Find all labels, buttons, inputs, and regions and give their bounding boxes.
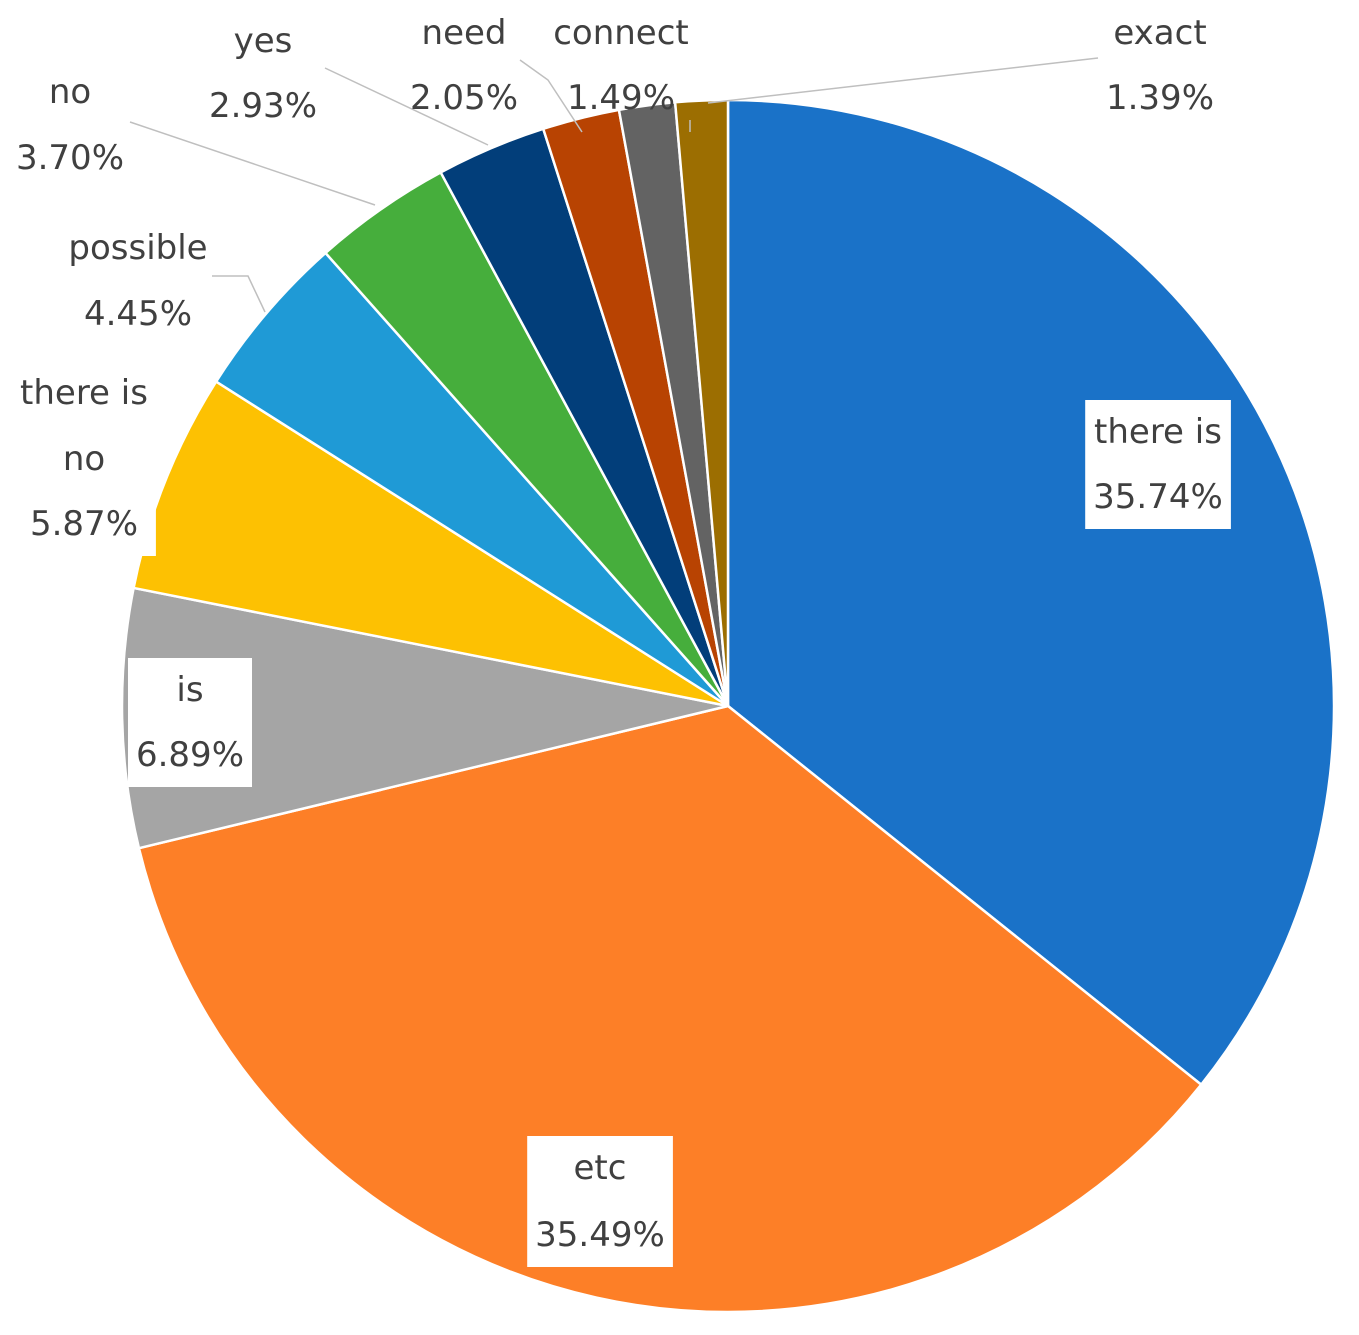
- data-label-no: no 3.70%: [16, 72, 124, 178]
- slice-value-label: 4.45%: [84, 294, 192, 334]
- data-label-need: need 2.05%: [410, 13, 518, 118]
- data-label-exact: exact 1.39%: [1106, 13, 1214, 118]
- leader-lines: [129, 57, 1099, 313]
- data-label-connect: connect 1.49%: [553, 13, 689, 118]
- slice-category-label: is: [176, 670, 203, 710]
- slice-is: [120, 586, 730, 850]
- data-labels: there is 35.74% etc 35.49% is 6.89% there is no…: [12, 13, 1231, 1267]
- slice-value-label: 3.70%: [16, 138, 124, 178]
- slice-value-label: 2.05%: [410, 78, 518, 118]
- label-background-there-is: [1085, 400, 1231, 529]
- label-background-etc: [527, 1136, 673, 1267]
- slice-value-label: 1.39%: [1106, 78, 1214, 118]
- slice-category-label: no: [63, 439, 105, 479]
- slice-there-is: [726, 98, 1336, 1086]
- slice-category-label: possible: [68, 228, 207, 268]
- slice-value-label: 5.87%: [30, 504, 138, 544]
- slice-category-label: there is: [20, 373, 148, 413]
- label-background-is: [128, 658, 252, 787]
- data-label-etc: etc 35.49%: [527, 1136, 673, 1267]
- slice-category-label: etc: [574, 1148, 627, 1188]
- slice-category-label: no: [49, 72, 91, 112]
- slice-category-label: exact: [1113, 13, 1206, 53]
- leader-line-no: [129, 121, 376, 206]
- slice-category-label: need: [422, 13, 507, 53]
- leader-line-yes: [324, 67, 489, 146]
- slice-value-label: 35.74%: [1093, 477, 1223, 517]
- data-label-there-is: there is 35.74%: [1085, 400, 1231, 529]
- data-label-is: is 6.89%: [128, 658, 252, 787]
- slice-value-label: 2.93%: [209, 86, 317, 126]
- slice-value-label: 35.49%: [535, 1215, 665, 1255]
- leader-line-possible: [212, 275, 266, 313]
- pie-slices: [120, 98, 1336, 1314]
- slice-category-label: yes: [234, 21, 293, 61]
- data-label-yes: yes 2.93%: [209, 21, 317, 126]
- slice-possible: [214, 251, 730, 708]
- leader-line-need: [519, 59, 583, 133]
- slice-category-label: connect: [553, 13, 689, 53]
- label-background-there-is-no: [12, 361, 156, 556]
- slice-etc: [137, 704, 1203, 1314]
- slice-value-label: 1.49%: [567, 78, 675, 118]
- slice-category-label: there is: [1094, 412, 1222, 452]
- slice-there-is-no: [132, 380, 730, 708]
- data-label-there-is-no: there is no 5.87%: [12, 361, 156, 556]
- leader-line-exact: [707, 57, 1099, 104]
- slice-value-label: 6.89%: [136, 735, 244, 775]
- data-label-possible: possible 4.45%: [68, 228, 207, 334]
